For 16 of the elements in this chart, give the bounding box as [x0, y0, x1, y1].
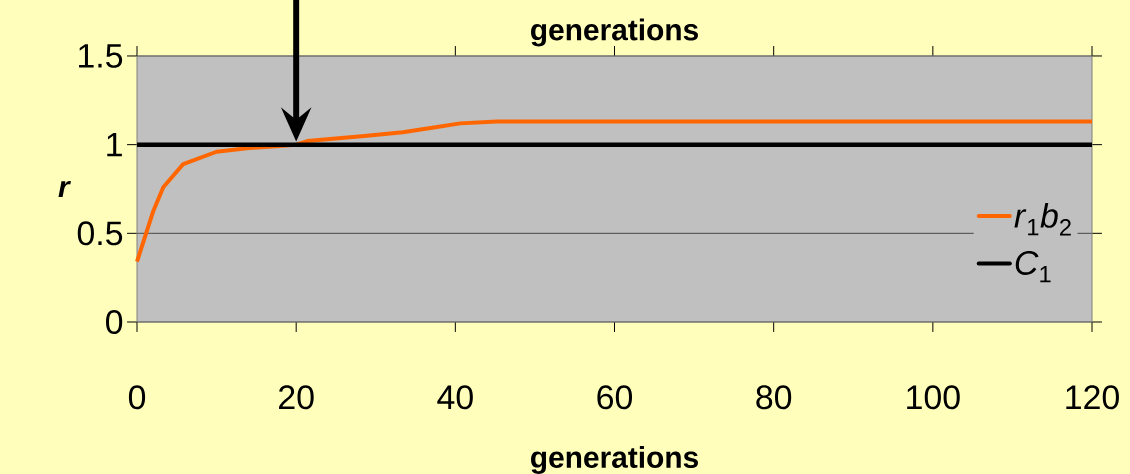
y-tick-label: 1.5 [79, 44, 123, 68]
y-tick-label: 1 [107, 132, 122, 157]
legend-label: C$_{1}$ [1015, 250, 1051, 283]
legend-label: r$_{1}$b$_{2}$ [1014, 202, 1071, 236]
x-tick-label: 0 [128, 385, 146, 410]
x-tick-label: 20 [279, 385, 314, 410]
x-tick-label: 80 [756, 385, 792, 410]
x-tick-label: 120 [1066, 385, 1119, 410]
text: generations [531, 18, 698, 47]
y-axis-title: r [58, 180, 71, 198]
x-tick-label: 100 [907, 385, 960, 410]
y-tick-label: 0.5 [77, 221, 123, 246]
y-tick-label: 0 [106, 309, 123, 334]
x-axis-title: generations [531, 445, 698, 474]
x-tick-label: 40 [437, 385, 473, 410]
x-tick-label: 60 [597, 385, 633, 410]
